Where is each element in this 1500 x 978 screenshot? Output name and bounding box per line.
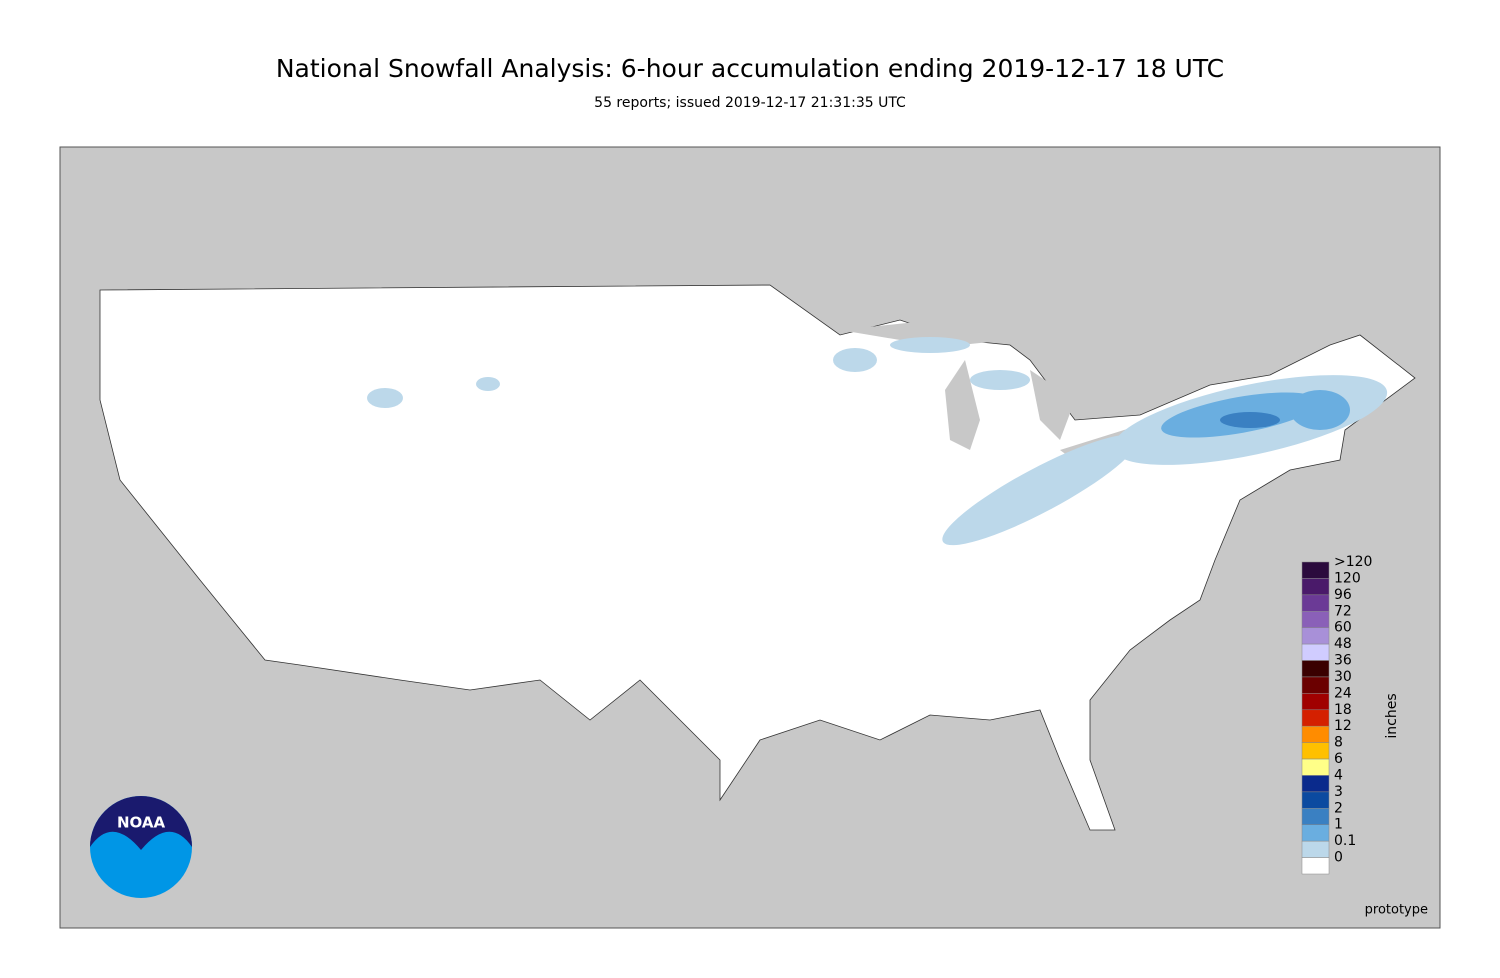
lake-huron: [1030, 370, 1075, 440]
noaa-logo: NOAA: [90, 796, 192, 898]
legend-swatch: [1301, 791, 1330, 809]
legend-label: 96: [1334, 587, 1352, 603]
legend-label: 72: [1334, 603, 1352, 619]
legend-swatch: [1301, 709, 1330, 727]
legend-swatch: [1301, 824, 1330, 842]
legend-label: 12: [1334, 718, 1352, 734]
legend-label: 0.1: [1334, 833, 1356, 849]
lake-superior: [840, 320, 1010, 345]
legend-label: 1: [1334, 817, 1343, 833]
legend-label: 48: [1334, 636, 1352, 652]
legend-swatch: [1301, 643, 1330, 661]
footer-note: prototype: [1365, 903, 1428, 918]
legend-swatch: [1301, 857, 1330, 875]
legend-swatch: [1301, 578, 1330, 596]
legend-label: 18: [1334, 702, 1352, 718]
title: National Snowfall Analysis: 6-hour accum…: [276, 54, 1224, 83]
legend-label: 36: [1334, 653, 1352, 669]
legend-swatch: [1301, 561, 1330, 579]
legend-label: 120: [1334, 570, 1361, 586]
legend-swatch: [1301, 840, 1330, 858]
legend-swatch: [1301, 693, 1330, 711]
lake-michigan: [945, 360, 980, 450]
legend-swatch: [1301, 611, 1330, 628]
legend-label: >120: [1334, 554, 1372, 570]
us-land: [99, 284, 1416, 831]
legend-unit: inches: [1384, 693, 1400, 738]
legend-label: 4: [1334, 767, 1343, 783]
legend-label: 30: [1334, 669, 1352, 685]
legend-label: 60: [1334, 620, 1352, 636]
legend-label: 8: [1334, 735, 1343, 751]
legend-swatch: [1301, 660, 1330, 678]
logo-text: NOAA: [117, 814, 166, 832]
legend-swatch: [1301, 808, 1330, 825]
legend-label: 3: [1334, 784, 1343, 800]
subtitle: 55 reports; issued 2019-12-17 21:31:35 U…: [594, 95, 906, 111]
legend-swatch: [1301, 676, 1330, 694]
map: [59, 146, 1441, 929]
legend-swatch: [1301, 594, 1330, 612]
snow-heavy: [1220, 412, 1280, 428]
legend-label: 6: [1334, 751, 1343, 767]
legend-swatch: [1301, 627, 1330, 645]
legend-label: 2: [1334, 800, 1343, 816]
logo-top: [90, 796, 192, 850]
legend-label: 24: [1334, 685, 1352, 701]
legend-swatch: [1301, 725, 1330, 743]
legend-swatch: [1301, 742, 1330, 760]
legend-swatch: [1301, 758, 1330, 776]
legend-label: 0: [1334, 850, 1343, 866]
legend-swatch: [1301, 775, 1330, 793]
